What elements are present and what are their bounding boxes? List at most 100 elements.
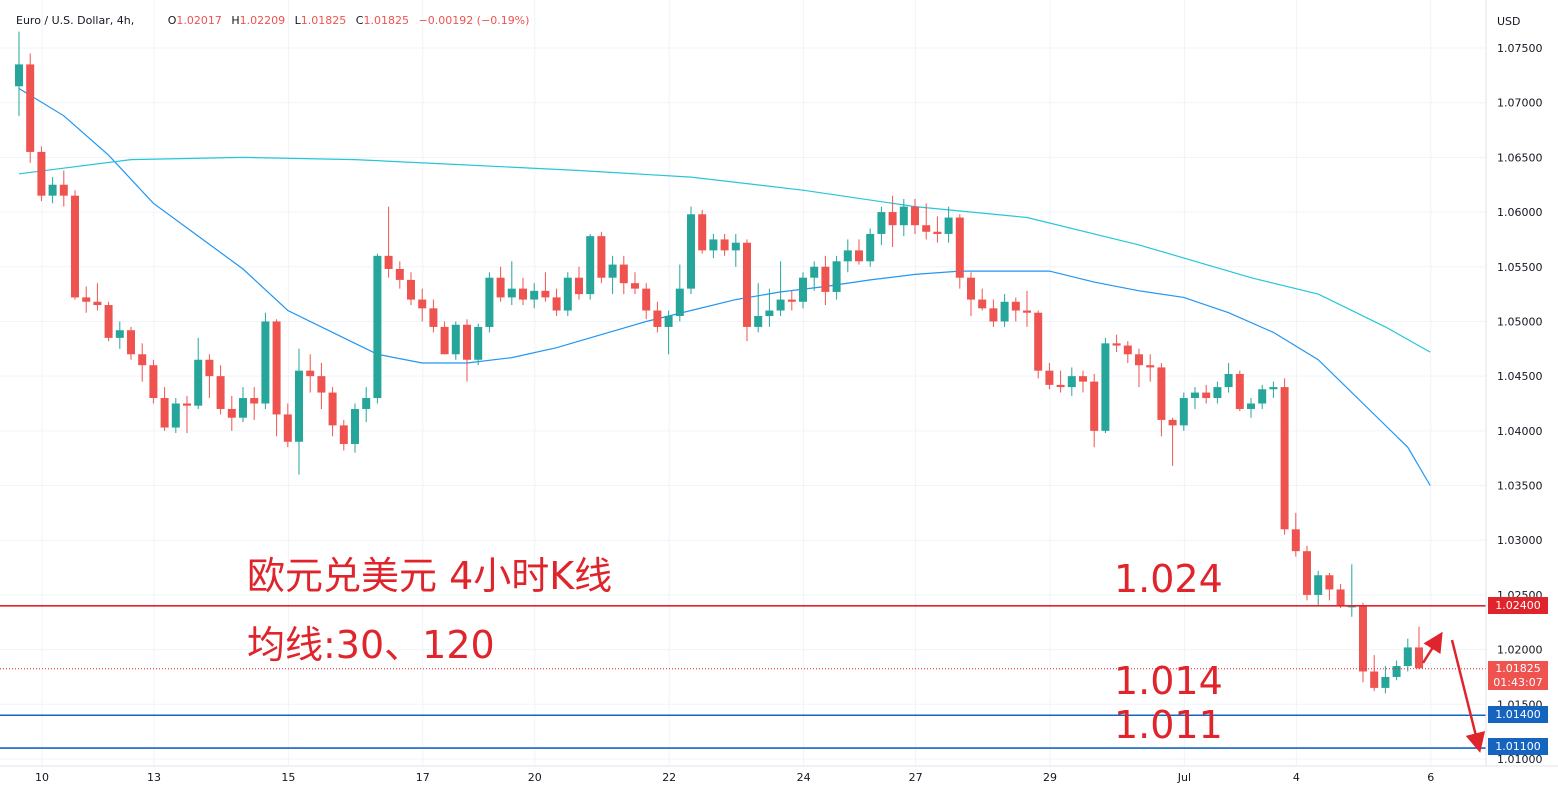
low-label: L — [294, 14, 301, 27]
candle — [1090, 373, 1099, 448]
symbol-header: Euro / U.S. Dollar, 4h, O1.02017 H1.0220… — [16, 14, 535, 27]
candle — [1403, 638, 1412, 672]
candle-body — [541, 290, 550, 298]
candle — [138, 343, 147, 382]
candle-body — [440, 326, 449, 355]
candle-body — [339, 425, 348, 444]
candle-body — [1280, 387, 1289, 530]
candle-body — [1000, 301, 1009, 322]
candle — [93, 283, 102, 311]
candle-body — [575, 277, 583, 295]
candle-body — [115, 330, 124, 338]
candle — [384, 206, 393, 278]
annotation-ma-note: 均线:30、120 — [247, 623, 495, 667]
candle — [496, 266, 505, 302]
candle-body — [317, 376, 326, 393]
x-tick-label: 15 — [281, 771, 295, 784]
candle-body — [104, 305, 113, 338]
candle — [463, 319, 471, 382]
candle-body — [26, 64, 35, 152]
candle — [731, 233, 740, 267]
candle — [642, 283, 651, 320]
candle-body — [653, 310, 662, 327]
x-tick-label: 27 — [909, 771, 923, 784]
candle — [653, 301, 662, 333]
candle — [37, 146, 46, 202]
candle — [295, 348, 303, 475]
arrow-down — [1450, 639, 1486, 753]
x-tick-label: Jul — [1177, 771, 1191, 784]
currency-label: USD — [1497, 15, 1521, 28]
candle — [1112, 334, 1121, 353]
candle — [283, 403, 292, 448]
candle-body — [989, 308, 998, 322]
candle — [1415, 626, 1423, 670]
candle — [944, 206, 953, 243]
candle-body — [138, 354, 147, 366]
candle — [1224, 363, 1233, 393]
candle — [1067, 367, 1076, 396]
candle — [1056, 370, 1065, 393]
candle-body — [451, 324, 460, 355]
candle — [519, 277, 527, 306]
candle-body — [1079, 376, 1087, 382]
candle-body — [765, 310, 774, 316]
candle — [933, 216, 942, 243]
candle — [239, 387, 247, 423]
open-value: 1.02017 — [176, 14, 222, 27]
candle-body — [272, 321, 281, 415]
candle — [619, 255, 628, 295]
moving-averages — [18, 87, 1431, 486]
candle — [104, 301, 113, 342]
candle-body — [1314, 575, 1323, 595]
candle-body — [1168, 419, 1177, 426]
candle-body — [519, 288, 527, 300]
candle-body — [1224, 373, 1233, 388]
candle — [216, 365, 225, 415]
high-value: 1.02209 — [239, 14, 286, 27]
candle — [922, 203, 931, 240]
candle — [575, 266, 583, 300]
candle — [183, 395, 191, 434]
candle-body — [709, 239, 718, 251]
candle — [474, 323, 483, 366]
candle-body — [37, 151, 46, 196]
candle-body — [922, 225, 931, 232]
candle — [1123, 341, 1132, 364]
candle — [687, 206, 695, 295]
candle-body — [619, 264, 628, 284]
x-tick-label: 10 — [35, 771, 49, 784]
candle — [1303, 545, 1311, 601]
candle — [127, 326, 135, 360]
candle — [541, 272, 550, 302]
low-value: 1.01825 — [300, 14, 347, 27]
candle-body — [183, 403, 191, 406]
time-axis[interactable]: 101315172022242729Jul468 — [35, 771, 1558, 784]
candle — [15, 31, 23, 116]
candle — [1314, 570, 1323, 606]
y-tick-label: 1.02000 — [1497, 644, 1543, 657]
candle-body — [967, 277, 975, 300]
candle-body — [675, 288, 684, 316]
candle-body — [373, 255, 382, 399]
candle-body — [1011, 301, 1020, 311]
candle — [250, 387, 259, 420]
arrow-up — [1421, 631, 1443, 664]
candle-body — [597, 236, 606, 278]
candle-body — [1403, 647, 1412, 667]
candle — [843, 239, 852, 273]
candle — [1079, 370, 1087, 393]
candle-body — [71, 195, 79, 298]
candle — [407, 272, 415, 306]
symbol-title[interactable]: Euro / U.S. Dollar, 4h, — [16, 14, 135, 27]
candle-body — [127, 330, 135, 355]
candle-body — [1191, 392, 1199, 399]
candle-body — [82, 297, 91, 302]
candle — [48, 177, 57, 204]
candle-body — [1303, 551, 1311, 595]
candle — [1023, 290, 1031, 327]
candle-body — [1213, 387, 1222, 399]
candle — [1381, 666, 1390, 694]
candle — [563, 272, 572, 316]
